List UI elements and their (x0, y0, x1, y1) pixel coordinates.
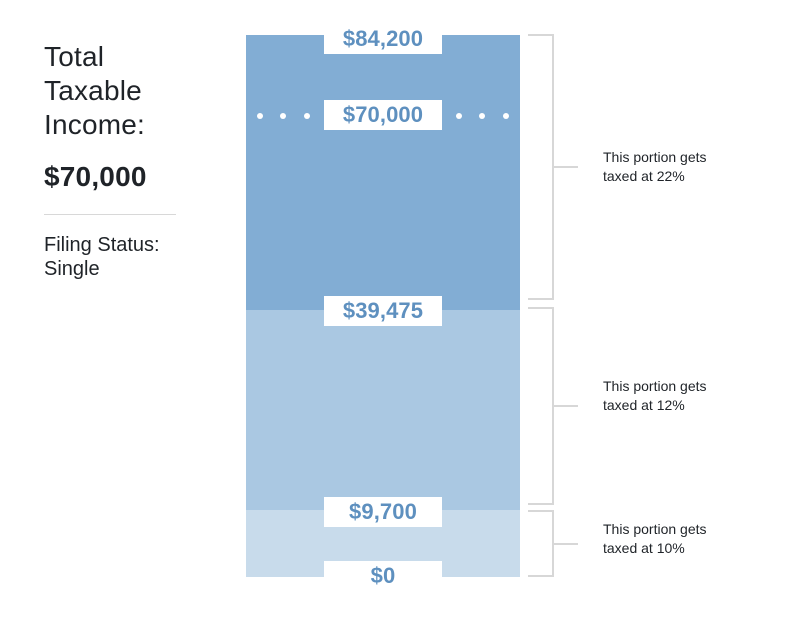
income-value-70000: $70,000 (324, 100, 442, 130)
portion-note-22-percent: This portion gets taxed at 22% (603, 148, 783, 186)
income-summary: Total Taxable Income: $70,000 Filing Sta… (44, 40, 176, 281)
tax-bracket-12-percent (246, 310, 520, 510)
total-taxable-income-value: $70,000 (44, 161, 147, 192)
portion-note-12-percent: This portion gets taxed at 12% (603, 377, 783, 415)
dot-icon (479, 113, 485, 119)
tax-bracket-22-percent (246, 35, 520, 310)
summary-divider (44, 214, 176, 215)
portion-note-line: This portion gets (603, 149, 707, 165)
portion-note-line: taxed at 22% (603, 168, 685, 184)
bracket-value-9700: $9,700 (324, 497, 442, 527)
bracket-value-84200: $84,200 (324, 24, 442, 54)
income-marker-dots-right (449, 113, 519, 123)
dot-icon (257, 113, 263, 119)
income-marker-dots-left (250, 113, 320, 123)
filing-status-value: Single (44, 258, 100, 280)
dot-icon (304, 113, 310, 119)
title-line-income: Income: (44, 109, 145, 140)
dot-icon (503, 113, 509, 119)
portion-note-10-percent: This portion gets taxed at 10% (603, 520, 783, 558)
portion-note-line: taxed at 12% (603, 397, 685, 413)
bracket-brace-12-percent (528, 307, 554, 505)
title-line-total: Total (44, 41, 105, 72)
bracket-value-39475: $39,475 (324, 296, 442, 326)
bracket-brace-22-percent (528, 34, 554, 300)
total-taxable-income-title: Total Taxable Income: (44, 40, 176, 142)
tax-bracket-stack (246, 35, 520, 577)
portion-note-line: This portion gets (603, 521, 707, 537)
portion-note-line: This portion gets (603, 378, 707, 394)
portion-note-line: taxed at 10% (603, 540, 685, 556)
filing-status: Filing Status: Single (44, 233, 176, 281)
dot-icon (456, 113, 462, 119)
filing-status-label: Filing Status: (44, 234, 160, 256)
dot-icon (280, 113, 286, 119)
title-line-taxable: Taxable (44, 75, 142, 106)
bracket-value-zero: $0 (324, 561, 442, 591)
bracket-brace-10-percent (528, 510, 554, 577)
